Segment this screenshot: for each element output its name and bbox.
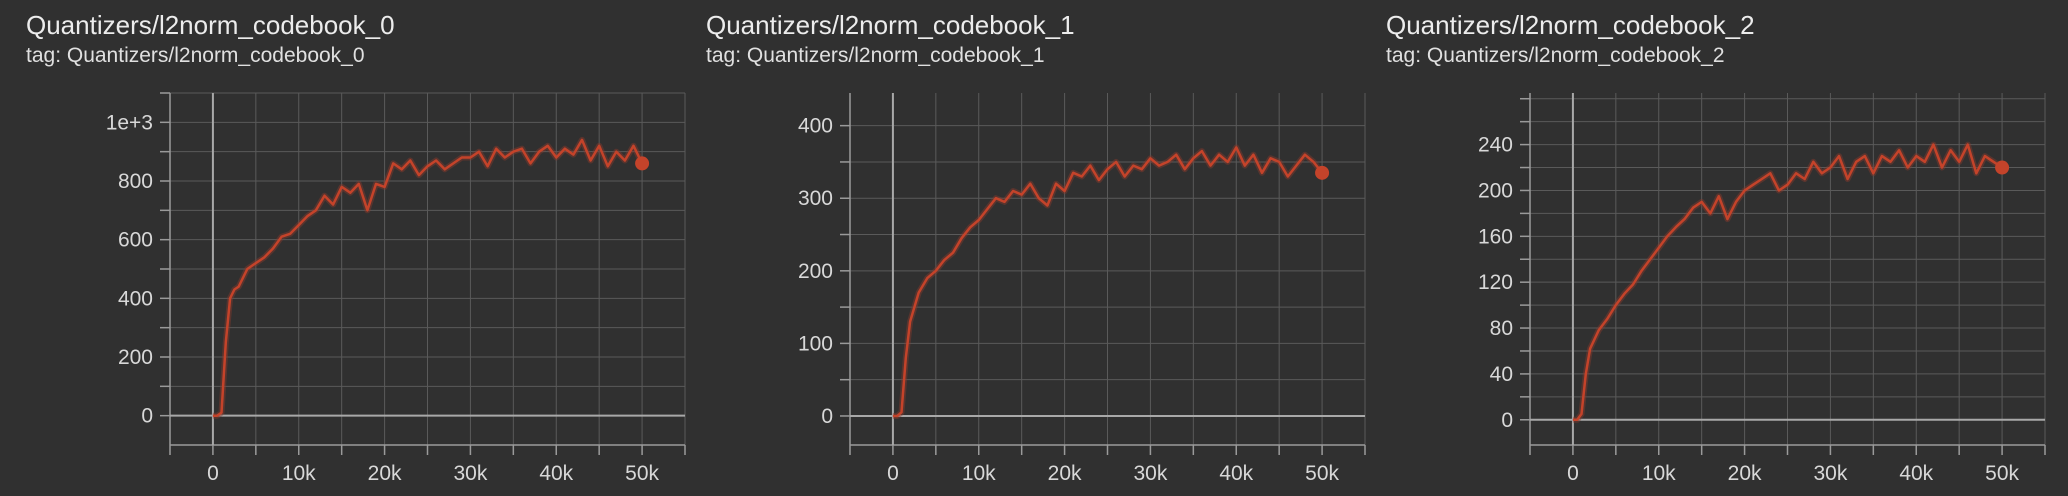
x-tick-label: 20k — [368, 462, 402, 485]
y-tick-label: 1e+3 — [106, 111, 153, 134]
chart-tag: tag: Quantizers/l2norm_codebook_0 — [26, 44, 365, 67]
y-tick-label: 300 — [798, 187, 833, 210]
y-tick-label: 200 — [118, 346, 153, 369]
x-tick-label: 0 — [1567, 462, 1579, 485]
chart-title: Quantizers/l2norm_codebook_0 — [26, 10, 395, 40]
x-tick-label: 30k — [453, 462, 487, 485]
series-end-point — [1995, 160, 2010, 175]
x-tick-label: 50k — [625, 462, 659, 485]
line-chart[interactable]: 0 10k 20k 30k 40k 50k 0 100 200 300 400 — [680, 0, 1366, 496]
chart-tag: tag: Quantizers/l2norm_codebook_1 — [706, 44, 1045, 67]
x-tick-label: 50k — [1305, 462, 1339, 485]
y-tick-label: 240 — [1478, 134, 1513, 157]
x-tick-label: 40k — [539, 462, 573, 485]
series-line — [212, 138, 644, 417]
x-tick-label: 20k — [1728, 462, 1762, 485]
y-tick-label: 200 — [1478, 179, 1513, 202]
chart-card: Quantizers/l2norm_codebook_0 tag: Quanti… — [0, 0, 686, 496]
line-chart[interactable]: 0 10k 20k 30k 40k 50k 0 40 80 120 160 200 240 — [1360, 0, 2046, 496]
x-tick-label: 50k — [1985, 462, 2019, 485]
x-tick-label: 0 — [887, 462, 899, 485]
y-tick-label: 40 — [1490, 363, 1513, 386]
chart-title: Quantizers/l2norm_codebook_2 — [1386, 10, 1755, 40]
line-chart[interactable]: 0 10k 20k 30k 40k 50k 0 200 400 600 800 1e+3 — [0, 0, 686, 496]
y-tick-label: 100 — [798, 332, 833, 355]
chart-tag: tag: Quantizers/l2norm_codebook_2 — [1386, 44, 1725, 67]
y-tick-label: 0 — [1501, 409, 1513, 432]
x-tick-label: 40k — [1899, 462, 1933, 485]
y-tick-label: 400 — [798, 115, 833, 138]
x-tick-label: 30k — [1133, 462, 1167, 485]
series-line — [892, 146, 1324, 418]
y-tick-label: 200 — [798, 260, 833, 283]
series-line — [1572, 143, 2003, 422]
chart-card: Quantizers/l2norm_codebook_2 tag: Quanti… — [1360, 0, 2046, 496]
y-tick-label: 0 — [141, 405, 153, 428]
x-tick-label: 20k — [1048, 462, 1082, 485]
y-tick-label: 600 — [118, 229, 153, 252]
y-tick-label: 80 — [1490, 317, 1513, 340]
x-tick-label: 30k — [1813, 462, 1847, 485]
series-end-point — [1315, 165, 1330, 180]
series-end-point — [635, 156, 650, 171]
x-tick-label: 40k — [1219, 462, 1253, 485]
y-tick-label: 400 — [118, 287, 153, 310]
chart-title: Quantizers/l2norm_codebook_1 — [706, 10, 1075, 40]
x-tick-label: 10k — [282, 462, 316, 485]
y-tick-label: 800 — [118, 170, 153, 193]
x-tick-label: 0 — [207, 462, 219, 485]
chart-card: Quantizers/l2norm_codebook_1 tag: Quanti… — [680, 0, 1366, 496]
x-tick-label: 10k — [962, 462, 996, 485]
x-tick-label: 10k — [1642, 462, 1676, 485]
y-tick-label: 120 — [1478, 271, 1513, 294]
y-tick-label: 0 — [821, 405, 833, 428]
y-tick-label: 160 — [1478, 225, 1513, 248]
